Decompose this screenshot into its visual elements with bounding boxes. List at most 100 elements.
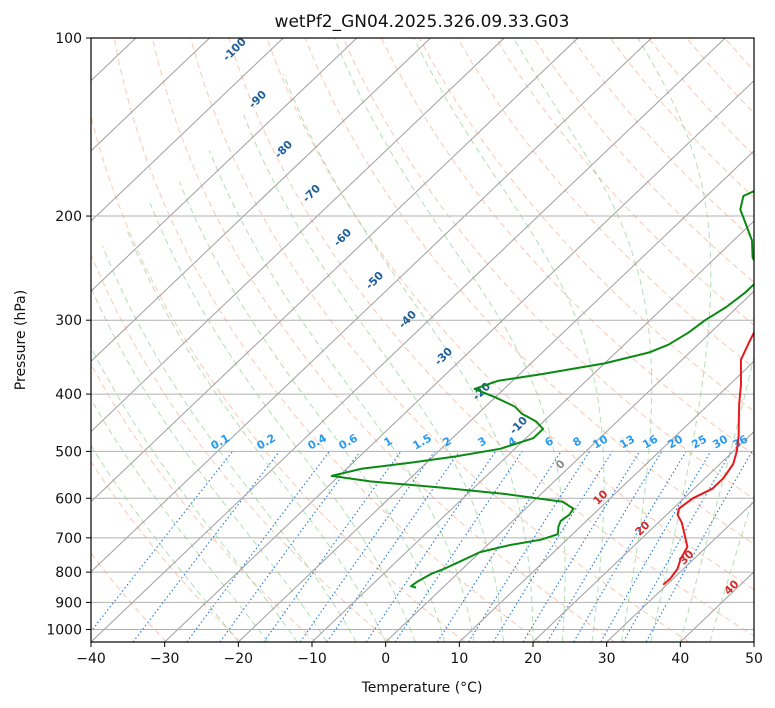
dry-adiabat-line bbox=[763, 38, 775, 642]
isotherm-line bbox=[532, 430, 754, 642]
plot-frame bbox=[90, 37, 755, 643]
moist-adiabat-line bbox=[282, 73, 534, 642]
y-axis-ticks: 100 200 300 400 500 600 700 800 900 1000 bbox=[46, 31, 91, 638]
adiabat-label: -80 bbox=[272, 138, 295, 161]
mixing-ratio-line bbox=[263, 451, 402, 642]
isotherm-line bbox=[164, 80, 754, 642]
isotherm-line bbox=[679, 571, 754, 642]
y-axis-label: Pressure (hPa) bbox=[13, 290, 29, 390]
adiabat-label: 0.1 bbox=[209, 431, 232, 452]
adiabat-label: 0.6 bbox=[337, 431, 361, 452]
chart-title: wetPf2_GN04.2025.326.09.33.G03 bbox=[275, 12, 570, 32]
adiabat-label: 13 bbox=[617, 433, 637, 452]
isotherm-line bbox=[753, 641, 754, 642]
y-tick-label: 1000 bbox=[46, 622, 82, 638]
adiabat-label: -70 bbox=[300, 182, 323, 205]
moist-adiabat-line bbox=[637, 38, 712, 642]
y-tick-label: 500 bbox=[55, 444, 82, 460]
adiabat-label: 8 bbox=[571, 434, 584, 449]
y-tick-label: 600 bbox=[55, 491, 82, 507]
moist-adiabat-line bbox=[102, 246, 357, 642]
isotherm-line bbox=[91, 38, 210, 152]
adiabat-label: 10 bbox=[590, 432, 610, 451]
dry-adiabat-line bbox=[495, 38, 754, 326]
x-tick-label: 30 bbox=[598, 651, 616, 667]
mixing-ratio-line bbox=[600, 451, 712, 642]
dry-adiabat-line bbox=[342, 38, 754, 500]
dry-adiabat-line bbox=[113, 38, 541, 642]
moist-adiabat-line bbox=[125, 228, 387, 642]
isotherm-line bbox=[606, 500, 754, 642]
isotherm-line bbox=[91, 38, 431, 363]
adiabat-label: -40 bbox=[396, 308, 419, 331]
isotherm-line bbox=[237, 150, 754, 642]
moist-adiabat-line bbox=[149, 202, 416, 642]
moist-adiabat-line bbox=[91, 444, 239, 642]
x-tick-label: −20 bbox=[224, 651, 254, 667]
profile-series bbox=[330, 190, 754, 589]
adiabat-label: 10 bbox=[591, 487, 611, 507]
dry-adiabat-line bbox=[151, 38, 615, 642]
adiabat-label: 6 bbox=[543, 434, 556, 449]
dry-adiabats bbox=[91, 38, 775, 642]
adiabat-label: 20 bbox=[633, 518, 653, 538]
adiabat-label: 25 bbox=[689, 433, 709, 452]
moist-adiabat-line bbox=[679, 354, 754, 642]
mixing-ratio-line bbox=[522, 451, 641, 642]
isotherms bbox=[91, 38, 754, 642]
moist-adiabats bbox=[91, 38, 754, 642]
dry-adiabat-line bbox=[304, 38, 754, 545]
isotherm-line bbox=[458, 360, 754, 642]
adiabat-label: 40 bbox=[722, 577, 742, 597]
mixing-ratio-lines bbox=[91, 451, 753, 642]
dry-adiabat-line bbox=[91, 113, 466, 642]
adiabat-label: 36 bbox=[730, 432, 750, 451]
mixing-ratio-line bbox=[91, 451, 234, 633]
dry-adiabat-line bbox=[190, 38, 690, 642]
x-tick-label: 20 bbox=[524, 651, 542, 667]
dry-adiabat-line bbox=[533, 38, 754, 283]
mixing-ratio-line bbox=[219, 451, 361, 642]
moist-adiabat-line bbox=[709, 493, 754, 642]
adiabat-labels: -100-90-80-70-60-50-40-30-20-10010203040… bbox=[209, 38, 751, 598]
x-tick-label: 10 bbox=[450, 651, 468, 667]
isotherm-line bbox=[311, 220, 754, 642]
adiabat-label: 3 bbox=[476, 434, 489, 449]
y-tick-label: 900 bbox=[55, 595, 82, 611]
isotherm-line bbox=[91, 38, 358, 292]
mixing-ratio-line bbox=[492, 451, 613, 642]
adiabat-label: 0 bbox=[553, 457, 568, 472]
isotherm-line bbox=[385, 290, 754, 642]
adiabat-label: -30 bbox=[432, 345, 455, 368]
x-tick-label: −30 bbox=[150, 651, 180, 667]
temperature-profile-line bbox=[662, 330, 754, 586]
isotherm-line bbox=[91, 38, 284, 222]
adiabat-label: 0.2 bbox=[255, 431, 278, 452]
y-tick-label: 200 bbox=[55, 209, 82, 225]
dry-adiabat-line bbox=[419, 38, 754, 412]
y-tick-label: 100 bbox=[55, 31, 82, 47]
moist-adiabat-line bbox=[91, 346, 298, 642]
dewpoint-profile-line bbox=[330, 190, 754, 589]
mixing-ratio-line bbox=[186, 451, 330, 642]
x-tick-label: 50 bbox=[745, 651, 763, 667]
dry-adiabat-line bbox=[266, 38, 754, 591]
mixing-ratio-line bbox=[645, 451, 753, 642]
mixing-ratio-line bbox=[436, 451, 562, 642]
moist-adiabat-line bbox=[513, 38, 653, 642]
moist-adiabat-line bbox=[334, 38, 566, 642]
pressure-gridlines bbox=[91, 38, 754, 630]
isotherm-line bbox=[91, 38, 652, 573]
dry-adiabat-line bbox=[686, 38, 754, 114]
x-tick-label: 0 bbox=[381, 651, 390, 667]
mixing-ratio-line bbox=[468, 451, 591, 642]
isotherm-line bbox=[91, 38, 579, 503]
y-tick-label: 400 bbox=[55, 387, 82, 403]
dry-adiabat-line bbox=[648, 38, 754, 157]
isotherm-line bbox=[91, 38, 726, 642]
moist-adiabat-line bbox=[91, 286, 328, 642]
mixing-ratio-line bbox=[299, 451, 436, 642]
dry-adiabat-line bbox=[91, 460, 242, 642]
x-tick-label: −10 bbox=[297, 651, 327, 667]
